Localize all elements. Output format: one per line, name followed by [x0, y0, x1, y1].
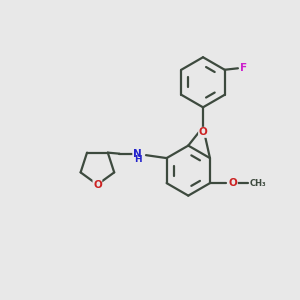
Text: O: O: [199, 127, 207, 137]
Text: N: N: [133, 149, 142, 159]
Text: F: F: [240, 63, 247, 73]
Text: O: O: [229, 178, 237, 188]
Text: H: H: [134, 155, 142, 164]
Text: CH₃: CH₃: [250, 178, 266, 188]
Text: O: O: [93, 180, 102, 190]
